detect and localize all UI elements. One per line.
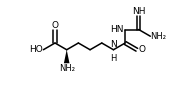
Text: NH₂: NH₂: [150, 32, 166, 41]
Text: HN: HN: [110, 25, 124, 34]
Text: O: O: [51, 21, 59, 30]
Polygon shape: [64, 50, 70, 63]
Text: N: N: [110, 40, 117, 49]
Text: NH₂: NH₂: [59, 64, 75, 73]
Text: H: H: [110, 54, 117, 63]
Text: HO: HO: [29, 45, 43, 54]
Text: O: O: [138, 45, 145, 54]
Text: NH: NH: [132, 6, 145, 15]
